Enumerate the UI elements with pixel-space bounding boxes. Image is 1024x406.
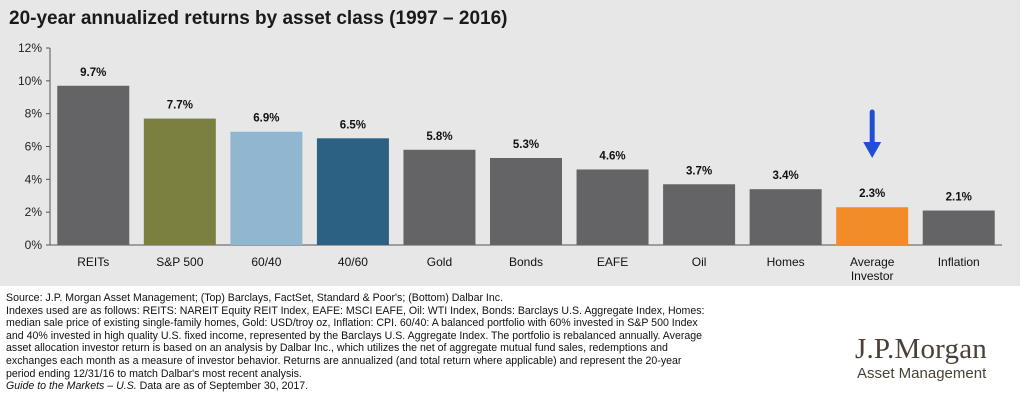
x-tick-label: 60/40 [251,255,281,269]
data-label: 9.7% [80,67,106,79]
bar [403,149,476,245]
y-tick-label: 8% [25,107,43,121]
guide-line: Guide to the Markets – U.S. Data are as … [6,380,826,393]
y-tick-label: 0% [25,238,43,252]
bar [316,138,389,245]
x-tick-label: Bonds [509,255,543,269]
data-label: 5.3% [513,139,539,151]
x-tick-label: 40/60 [338,255,368,269]
bar [836,207,909,245]
bar [230,131,303,245]
source-line: Source: J.P. Morgan Asset Management; (T… [6,292,504,304]
data-label: 5.8% [426,131,452,143]
bar [922,210,995,245]
x-tick-label: S&P 500 [156,255,203,269]
data-label: 7.7% [167,100,193,112]
data-label: 6.5% [340,119,366,131]
y-tick-label: 4% [25,172,43,186]
x-tick-label: Investor [851,269,894,283]
notes-line: exchanges each month as a measure of inv… [6,354,682,367]
source-notes: Source: J.P. Morgan Asset Management; (T… [6,292,826,393]
bar [143,118,216,245]
x-tick-label: REITs [77,255,109,269]
annotation-arrow-head [863,142,882,158]
bar-chart: 0% 2% 4% 6% 8% 10% 12% 9.7% REITs 7.7% S&P 500 6.9%… [18,41,1002,283]
chart-title: 20-year annualized returns by asset clas… [9,8,508,29]
x-tick-label: Oil [692,255,707,269]
bar [490,157,562,245]
bar [576,169,649,245]
y-tick-label: 12% [18,41,42,55]
data-label: 2.1% [946,192,972,204]
jpmorgan-logo: J.P.Morgan Asset Management [855,334,1020,384]
notes-line: and 40% invested in high quality U.S. fi… [6,329,703,342]
logo-name: J.P.Morgan [855,333,987,365]
guide-date: Data are as of September 30, 2017. [136,380,309,393]
notes-line: asset allocation investor return is base… [6,342,668,355]
data-label: 6.9% [253,113,279,125]
indexes-line: Indexes used are as follows: REITS: NARE… [6,304,705,317]
data-label: 3.4% [773,170,799,182]
data-label: 3.7% [686,165,712,177]
guide-title: Guide to the Markets – U.S. [6,380,137,393]
data-label: 4.6% [599,150,625,162]
logo-subtitle: Asset Management [857,365,987,382]
bar [663,184,736,245]
bar [57,85,130,245]
y-tick-label: 2% [25,205,43,219]
x-tick-label: Gold [427,255,452,269]
x-tick-label: EAFE [597,255,628,269]
notes-line: period ending 12/31/16 to match Dalbar's… [6,367,302,380]
bar [749,189,822,245]
y-tick-label: 6% [25,140,43,154]
y-tick-label: 10% [18,74,42,88]
x-tick-label: Homes [767,255,805,269]
notes-line: median sale price of existing single-fam… [6,317,698,330]
data-label: 2.3% [859,188,885,200]
x-tick-label: Inflation [938,255,980,269]
x-tick-label: Average [850,255,895,269]
